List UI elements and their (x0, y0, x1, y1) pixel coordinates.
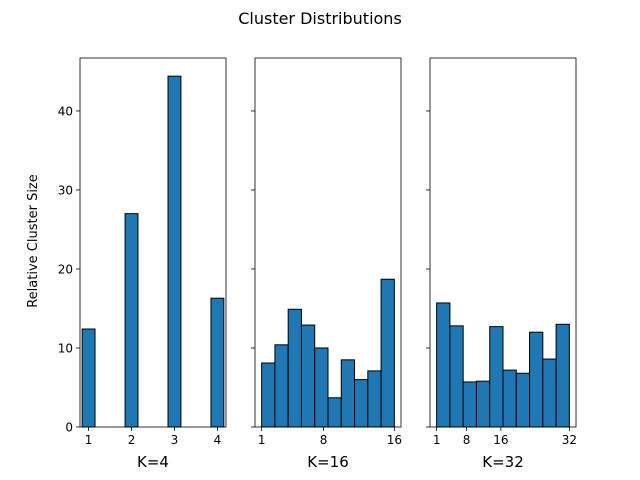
bar (502, 369, 517, 428)
bar (542, 358, 557, 428)
x-tick-label: 8 (463, 433, 471, 447)
x-axis-label: K=16 (307, 453, 349, 471)
bar (462, 381, 477, 428)
bar (167, 75, 182, 428)
x-axis-label: K=4 (137, 453, 169, 471)
y-axis-label: Relative Cluster Size (26, 174, 41, 308)
bar (449, 325, 464, 428)
bar (354, 379, 369, 428)
bar (436, 302, 451, 428)
y-tick-label: 20 (58, 262, 73, 276)
figure-title: Cluster Distributions (238, 9, 402, 28)
axes-frame (254, 57, 402, 428)
bar (274, 344, 289, 428)
bar (287, 308, 302, 428)
bar (210, 297, 225, 428)
x-tick-label: 1 (85, 433, 93, 447)
axes-frame (429, 57, 577, 428)
subplots: 0 10 20 30 40 1 2 3 4 K=4 1 8 16 K=16 1 8 16 32 K=32 (58, 57, 577, 471)
x-tick-label: 16 (493, 433, 508, 447)
x-tick-label: 16 (387, 433, 402, 447)
bar (327, 397, 342, 428)
x-tick-label: 32 (562, 433, 577, 447)
x-tick-label: 2 (128, 433, 136, 447)
y-tick-label: 10 (58, 341, 73, 355)
x-tick-label: 1 (433, 433, 441, 447)
x-tick-label: 3 (171, 433, 179, 447)
x-tick-label: 4 (214, 433, 222, 447)
x-axis-label: K=32 (482, 453, 524, 471)
bar (81, 328, 96, 428)
subplot-k-16: 1 8 16 K=16 (251, 57, 402, 471)
subplot-k-4: 0 10 20 30 40 1 2 3 4 K=4 (58, 57, 227, 471)
bar (529, 331, 544, 428)
x-tick-label: 8 (320, 433, 328, 447)
bar (261, 362, 276, 428)
bar (515, 372, 531, 428)
bar (314, 347, 329, 428)
subplot-k-32: 1 8 16 32 K=32 (426, 57, 577, 471)
axes-frame (79, 57, 227, 428)
bar (475, 380, 491, 428)
bar (124, 213, 139, 428)
bar (367, 370, 382, 428)
y-tick-label: 30 (58, 183, 73, 197)
y-tick-label: 40 (58, 104, 73, 118)
bar (340, 359, 356, 428)
bar (300, 324, 316, 428)
y-tick-label: 0 (65, 421, 73, 435)
bar (380, 278, 395, 428)
x-tick-label: 1 (258, 433, 266, 447)
bar (489, 326, 504, 428)
bar (555, 323, 570, 428)
